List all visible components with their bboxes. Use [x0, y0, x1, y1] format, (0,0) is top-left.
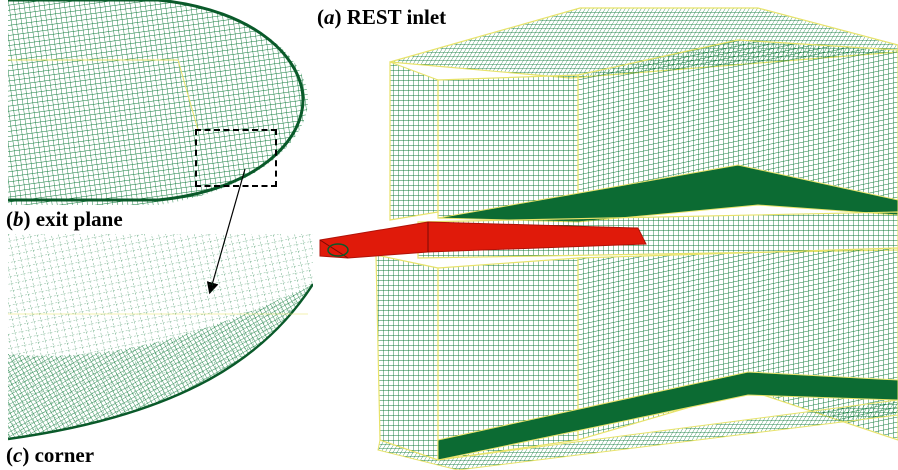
panel-a-letter: a: [324, 5, 335, 29]
panel-b-label: (b) exit plane: [6, 207, 123, 231]
rest-inlet-mesh: [318, 0, 898, 470]
panel-c-label: (c) corner: [6, 443, 95, 467]
zoom-box: [195, 129, 277, 187]
panel-a-label: (a) REST inlet: [317, 5, 447, 29]
panel-c-letter: c: [13, 443, 23, 467]
panel-a-caption: REST inlet: [346, 5, 447, 29]
panel-b-caption: exit plane: [35, 207, 123, 231]
corner-mesh: [8, 234, 313, 442]
panel-b-letter: b: [13, 207, 24, 231]
panel-c-caption: corner: [34, 443, 95, 467]
exit-plane-mesh: [8, 0, 308, 205]
